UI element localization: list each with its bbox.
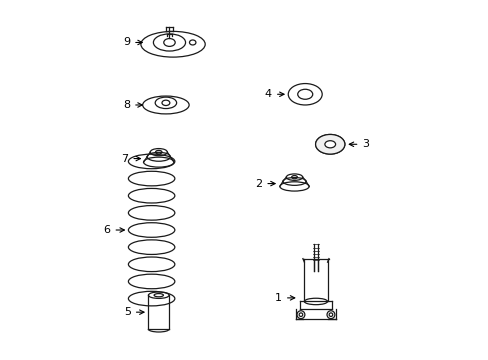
Text: 6: 6	[103, 225, 124, 235]
Text: 4: 4	[264, 89, 284, 99]
Ellipse shape	[324, 141, 335, 148]
Text: 9: 9	[123, 37, 142, 48]
Text: 3: 3	[348, 139, 368, 149]
Ellipse shape	[315, 134, 344, 154]
Text: 7: 7	[121, 154, 140, 163]
Text: 5: 5	[123, 307, 144, 317]
Text: 1: 1	[274, 293, 294, 303]
Text: 8: 8	[123, 100, 142, 110]
Text: 2: 2	[255, 179, 275, 189]
